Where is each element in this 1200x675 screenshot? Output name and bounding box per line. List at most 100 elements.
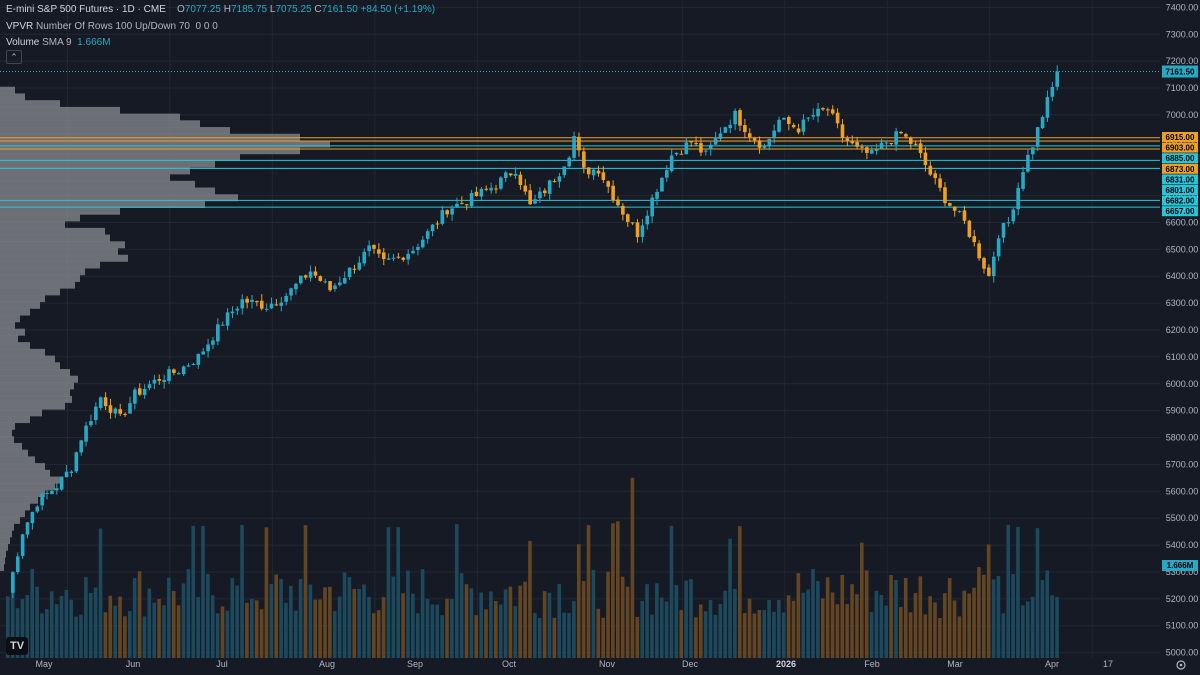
volume-bar <box>176 605 181 658</box>
volume-bar <box>250 598 254 658</box>
price-level-tag <box>1162 153 1198 164</box>
candle-body <box>118 409 123 414</box>
volume-bar <box>889 575 893 658</box>
candle-body <box>279 302 284 306</box>
candle-body <box>152 379 157 384</box>
candle-body <box>694 143 698 145</box>
price-level-tag-label: 6831.00 <box>1166 175 1195 184</box>
candle-body <box>303 275 308 278</box>
volume-bar <box>479 592 483 658</box>
candle-body <box>69 471 74 473</box>
candle-body <box>284 295 288 302</box>
candle-body <box>191 363 196 365</box>
candle-body <box>962 210 967 221</box>
candle-body <box>494 188 498 190</box>
candle-body <box>772 130 776 139</box>
volume-bar <box>167 577 171 658</box>
vpvr-values: 0 0 0 <box>195 21 218 32</box>
volume-bar <box>611 523 615 658</box>
candle-body <box>289 288 293 296</box>
candle-body <box>50 490 54 495</box>
candle-body <box>957 211 962 213</box>
price-level-tag <box>1162 195 1198 206</box>
candle-body <box>821 108 825 110</box>
volume-bar <box>791 600 796 658</box>
volume-bar <box>240 524 244 658</box>
volume-bar <box>977 567 981 658</box>
volume-bar <box>747 598 752 658</box>
volume-bar <box>328 586 332 658</box>
symbol-legend[interactable]: E-mini S&P 500 Futures · 1D · CME O7077.… <box>6 4 435 15</box>
volume-bar <box>650 614 654 658</box>
vpvr-name[interactable]: VPVR <box>6 21 34 32</box>
volume-name[interactable]: Volume <box>6 37 40 48</box>
vpvr-row <box>0 362 60 370</box>
time-axis[interactable]: May Jun Jul Aug Sep Oct Nov Dec 2026 Feb Mar Apr 17 <box>35 659 1186 670</box>
volume-bar <box>15 608 20 658</box>
candle-body <box>240 299 245 309</box>
price-tick-label: 5300.00 <box>1166 567 1199 577</box>
volume-bar <box>474 615 479 658</box>
candle-body <box>128 403 132 414</box>
vpvr-row <box>0 308 30 316</box>
candle-body <box>704 150 708 152</box>
price-level-tag-label: 6873.00 <box>1166 165 1195 174</box>
volume-bar <box>381 597 386 658</box>
vpvr-row <box>0 402 65 410</box>
vpvr-legend[interactable]: VPVR Number Of Rows 100 Up/Down 70 0 0 0 <box>6 21 218 32</box>
candle-body <box>64 471 69 478</box>
vpvr-row <box>0 207 120 215</box>
candle-body <box>996 238 1001 257</box>
vpvr-row <box>0 200 205 208</box>
volume-bar <box>245 602 249 658</box>
volume-bar <box>537 617 542 658</box>
volume-bar <box>459 573 464 658</box>
volume-bar <box>928 596 932 658</box>
vpvr-row <box>0 348 45 356</box>
candle-body <box>621 205 625 215</box>
candle-body <box>547 180 552 194</box>
gear-icon-ring <box>1176 660 1186 670</box>
chevron-up-icon[interactable]: ⌃ <box>6 50 22 64</box>
volume-legend[interactable]: Volume SMA 9 1.666M <box>6 37 111 48</box>
price-level-tag-label: 6682.00 <box>1166 197 1195 206</box>
candle-body <box>645 215 650 225</box>
candle-body <box>865 147 869 153</box>
candle-body <box>630 222 635 224</box>
volume-bar <box>781 612 786 658</box>
candle-body <box>318 276 323 281</box>
candle-body <box>269 303 274 309</box>
vpvr-row <box>0 442 22 450</box>
price-tick-label: 6600.00 <box>1166 217 1199 227</box>
volume-bar <box>801 592 806 658</box>
volume-bar <box>811 569 815 658</box>
volume-bar <box>406 570 410 658</box>
volume-bar <box>147 588 152 658</box>
candle-body <box>787 117 791 125</box>
gear-icon[interactable] <box>1176 660 1186 670</box>
vpvr-row <box>0 248 118 256</box>
volume-bars <box>6 477 1059 658</box>
time-tick-label: Nov <box>599 659 616 669</box>
vpvr-row <box>0 449 28 457</box>
gear-icon-hub <box>1179 663 1183 667</box>
volume-bar <box>367 596 371 658</box>
vpvr-row <box>0 563 4 571</box>
volume-bar <box>972 587 976 658</box>
candle-body <box>1006 222 1011 224</box>
candle-body <box>84 425 88 442</box>
candle-body <box>11 572 15 593</box>
vpvr-row <box>0 328 25 336</box>
candle-body <box>811 114 815 117</box>
symbol-title[interactable]: E-mini S&P 500 Futures · 1D · CME <box>6 4 166 15</box>
volume-bar <box>767 599 771 658</box>
close-label: C <box>314 4 322 15</box>
candle-body <box>235 308 240 311</box>
volume-bar <box>899 606 903 658</box>
price-axis[interactable]: 5000.00 5100.00 5200.00 5300.00 5400.00 5500.… <box>1160 0 1200 675</box>
price-tick-label: 5100.00 <box>1166 621 1199 631</box>
volume-bar <box>1055 596 1059 658</box>
